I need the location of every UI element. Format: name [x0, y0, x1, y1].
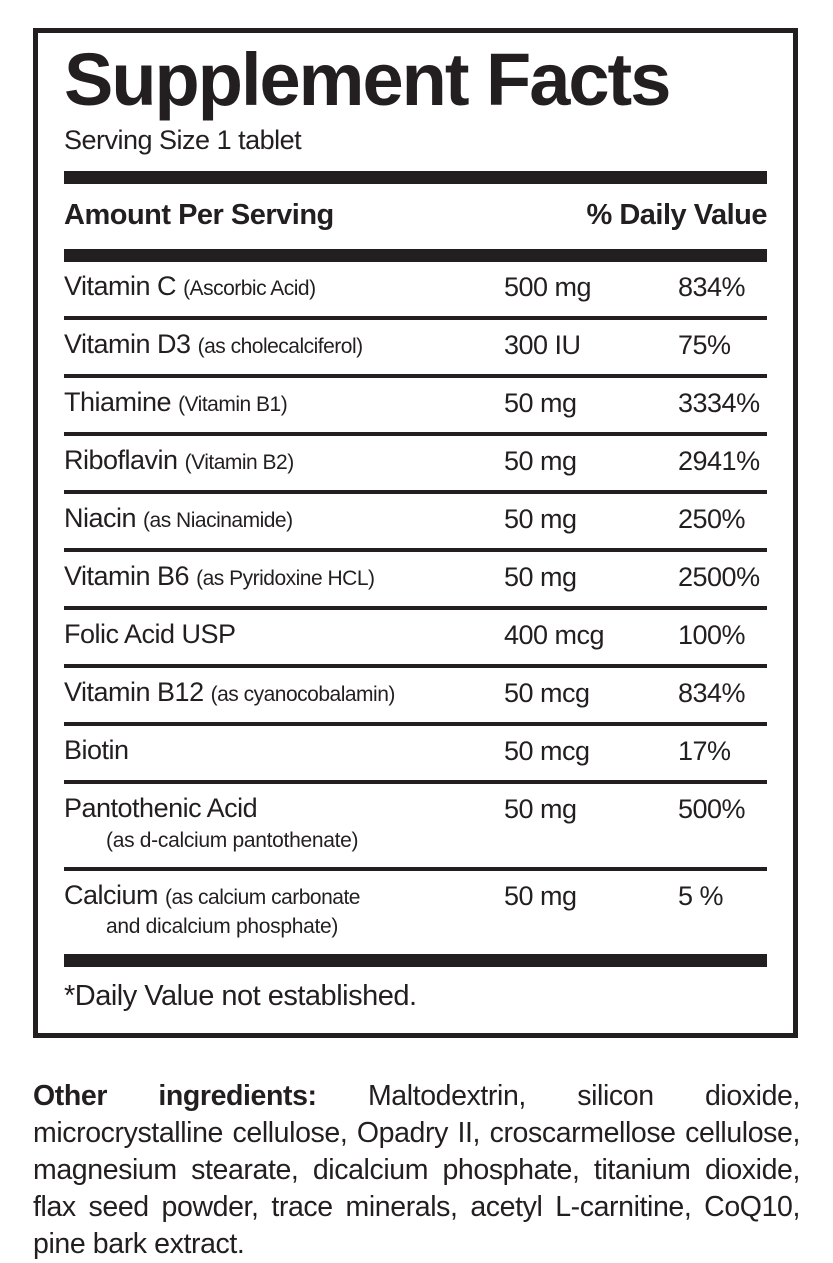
table-header-row: Amount Per Serving % Daily Value [64, 184, 767, 249]
nutrient-detail: (Ascorbic Acid) [183, 277, 316, 300]
nutrient-row: Thiamine (Vitamin B1) 50 mg 3334% [64, 378, 767, 436]
nutrient-name-cell: Pantothenic Acid (as d-calcium pantothen… [64, 793, 504, 854]
nutrient-detail: (as cyanocobalamin) [210, 683, 396, 706]
nutrient-amount: 50 mcg [504, 736, 590, 766]
nutrient-name-cell: Vitamin D3 (as cholecalciferol) [64, 329, 504, 360]
panel-title: Supplement Facts [64, 38, 671, 121]
nutrient-amount: 50 mg [504, 880, 577, 911]
nutrient-detail-line2: and dicalcium phosphate) [106, 915, 339, 939]
nutrient-name-cell: Calcium (as calcium carbonate and dicalc… [64, 879, 504, 941]
nutrient-amount: 50 mg [504, 504, 577, 534]
nutrient-name: Pantothenic Acid [64, 793, 258, 823]
nutrient-daily-value: 17% [678, 736, 731, 766]
nutrient-daily-value: 250% [678, 504, 746, 534]
nutrient-name: Biotin [64, 735, 129, 765]
nutrient-row: Vitamin D3 (as cholecalciferol) 300 IU 7… [64, 320, 767, 378]
nutrient-daily-value: 3334% [678, 388, 760, 418]
amount-per-serving-header: Amount Per Serving [64, 199, 334, 231]
serving-size: Serving Size 1 tablet [64, 125, 302, 155]
nutrient-name-cell: Folic Acid USP [64, 619, 504, 650]
nutrient-name-cell: Thiamine (Vitamin B1) [64, 387, 504, 418]
nutrient-amount: 400 mcg [504, 620, 605, 650]
daily-value-footnote: *Daily Value not established. [64, 979, 417, 1012]
nutrient-name: Thiamine [64, 387, 172, 417]
nutrient-daily-value: 75% [678, 330, 731, 360]
thick-divider-header [64, 249, 767, 262]
nutrient-name: Riboflavin [64, 445, 178, 475]
nutrient-row: Calcium (as calcium carbonate and dicalc… [64, 871, 767, 954]
nutrient-row: Vitamin B6 (as Pyridoxine HCL) 50 mg 250… [64, 552, 767, 610]
nutrient-daily-value: 2500% [678, 562, 760, 592]
nutrient-detail: (Vitamin B1) [178, 393, 288, 416]
nutrient-daily-value: 834% [678, 678, 746, 708]
nutrient-daily-value: 500% [678, 794, 746, 824]
thick-divider-bottom [64, 953, 767, 967]
nutrient-name: Folic Acid USP [64, 619, 236, 649]
nutrient-detail: (Vitamin B2) [184, 451, 295, 474]
nutrient-row: Pantothenic Acid (as d-calcium pantothen… [64, 784, 767, 871]
nutrient-name-cell: Vitamin B12 (as cyanocobalamin) [64, 677, 504, 708]
nutrient-daily-value: 5 % [678, 880, 724, 911]
nutrient-name: Vitamin B12 [64, 677, 204, 707]
nutrient-name-cell: Niacin (as Niacinamide) [64, 503, 504, 534]
nutrient-amount: 50 mg [504, 562, 577, 592]
nutrient-row: Folic Acid USP 400 mcg 100% [64, 610, 767, 668]
nutrient-name: Vitamin C [64, 271, 177, 301]
nutrient-detail-line2: (as d-calcium pantothenate) [106, 828, 359, 852]
daily-value-header: % Daily Value [586, 199, 768, 231]
nutrient-row: Biotin 50 mcg 17% [64, 726, 767, 784]
other-ingredients-label: Other ingredients: [33, 1079, 317, 1112]
nutrient-amount: 50 mg [504, 794, 577, 824]
nutrient-name: Calcium [64, 879, 159, 910]
nutrient-amount: 50 mg [504, 446, 577, 476]
nutrient-detail: (as Niacinamide) [143, 509, 293, 532]
nutrient-name: Vitamin B6 [64, 561, 190, 591]
nutrient-row: Niacin (as Niacinamide) 50 mg 250% [64, 494, 767, 552]
nutrient-name-cell: Riboflavin (Vitamin B2) [64, 445, 504, 476]
nutrient-table: Vitamin C (Ascorbic Acid) 500 mg 834% Vi… [64, 262, 767, 954]
nutrient-amount: 500 mg [504, 272, 592, 302]
nutrient-row: Vitamin B12 (as cyanocobalamin) 50 mcg 8… [64, 668, 767, 726]
nutrient-name: Niacin [64, 503, 137, 533]
nutrient-amount: 50 mcg [504, 678, 590, 708]
nutrient-amount: 50 mg [504, 388, 577, 418]
nutrient-name: Vitamin D3 [64, 329, 191, 359]
nutrient-daily-value: 100% [678, 620, 746, 650]
nutrient-detail: (as calcium carbonate [165, 885, 360, 909]
nutrient-detail: (as Pyridoxine HCL) [196, 567, 375, 590]
nutrient-name-cell: Biotin [64, 735, 504, 766]
supplement-facts-panel: Supplement Facts Serving Size 1 tablet A… [33, 28, 798, 1038]
nutrient-row: Vitamin C (Ascorbic Acid) 500 mg 834% [64, 262, 767, 320]
other-ingredients: Other ingredients: Maltodextrin, silicon… [33, 1078, 800, 1263]
nutrient-name-cell: Vitamin B6 (as Pyridoxine HCL) [64, 561, 504, 592]
nutrient-detail: (as cholecalciferol) [197, 335, 364, 358]
thick-divider-top [64, 171, 767, 184]
nutrient-daily-value: 834% [678, 272, 746, 302]
nutrient-daily-value: 2941% [678, 446, 760, 476]
nutrient-name-cell: Vitamin C (Ascorbic Acid) [64, 271, 504, 302]
nutrient-amount: 300 IU [504, 330, 581, 360]
nutrient-row: Riboflavin (Vitamin B2) 50 mg 2941% [64, 436, 767, 494]
